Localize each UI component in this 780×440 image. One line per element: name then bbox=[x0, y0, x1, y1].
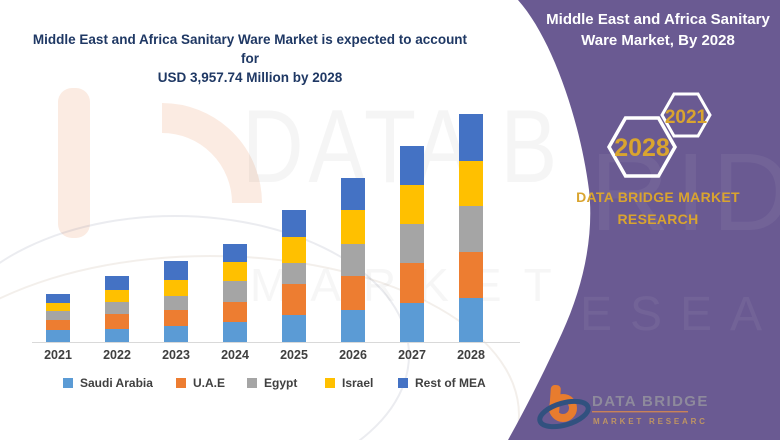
bar-segment-rest-of-mea-2027 bbox=[400, 146, 424, 185]
bar-segment-egypt-2022 bbox=[105, 302, 129, 315]
bar-segment-rest-of-mea-2026 bbox=[341, 178, 365, 211]
bar-segment-saudi-arabia-2028 bbox=[459, 297, 483, 342]
panel-title-line2: Ware Market, By 2028 bbox=[581, 32, 735, 49]
bar-segment-egypt-2021 bbox=[46, 311, 70, 321]
footer-logo: DATA BRIDGE MARKET RESEARCH bbox=[537, 384, 707, 430]
stacked-bar-2028 bbox=[459, 113, 483, 342]
bar-segment-u-a-e-2023 bbox=[164, 309, 188, 327]
stacked-bar-2022 bbox=[105, 276, 129, 342]
bar-segment-israel-2026 bbox=[341, 210, 365, 244]
stacked-bar-2025 bbox=[282, 210, 306, 342]
legend-swatch-israel bbox=[325, 378, 335, 388]
bar-segment-rest-of-mea-2022 bbox=[105, 276, 129, 291]
bar-segment-egypt-2023 bbox=[164, 296, 188, 310]
footer-brand-sub: MARKET RESEARCH bbox=[593, 417, 707, 426]
bar-segment-israel-2023 bbox=[164, 279, 188, 297]
bar-segment-egypt-2025 bbox=[282, 263, 306, 285]
bar-segment-saudi-arabia-2025 bbox=[282, 315, 306, 342]
bar-segment-rest-of-mea-2021 bbox=[46, 293, 70, 304]
bar-segment-israel-2025 bbox=[282, 237, 306, 264]
x-axis-line bbox=[32, 342, 520, 343]
x-axis-label-2028: 2028 bbox=[457, 348, 485, 362]
stacked-bar-2027 bbox=[400, 146, 424, 342]
legend-swatch-saudi-arabia bbox=[63, 378, 73, 388]
legend-swatch-egypt bbox=[247, 378, 257, 388]
chart-title-line2: USD 3,957.74 Million by 2028 bbox=[157, 70, 343, 85]
bar-segment-u-a-e-2027 bbox=[400, 263, 424, 303]
bar-segment-israel-2024 bbox=[223, 261, 247, 281]
legend-swatch-u-a-e bbox=[176, 378, 186, 388]
x-axis-label-2023: 2023 bbox=[162, 348, 190, 362]
bar-segment-israel-2021 bbox=[46, 303, 70, 312]
bar-segment-rest-of-mea-2023 bbox=[164, 260, 188, 280]
bar-segment-israel-2028 bbox=[459, 161, 483, 206]
brand-text-line1: DATA BRIDGE MARKET bbox=[576, 189, 740, 205]
x-axis-label-2022: 2022 bbox=[103, 348, 131, 362]
panel-title: Middle East and Africa Sanitary Ware Mar… bbox=[543, 9, 773, 51]
legend-label-saudi-arabia: Saudi Arabia bbox=[80, 376, 153, 390]
x-axis-label-2024: 2024 bbox=[221, 348, 249, 362]
bar-segment-saudi-arabia-2023 bbox=[164, 326, 188, 342]
bar-segment-rest-of-mea-2024 bbox=[223, 243, 247, 262]
legend-swatch-rest-of-mea bbox=[398, 378, 408, 388]
logo-swoosh-icon bbox=[537, 398, 591, 430]
brand-text: DATA BRIDGE MARKET RESEARCH bbox=[543, 186, 773, 230]
x-axis-label-2025: 2025 bbox=[280, 348, 308, 362]
footer-brand-name: DATA BRIDGE bbox=[592, 393, 707, 410]
x-axis-label-2026: 2026 bbox=[339, 348, 367, 362]
bar-segment-saudi-arabia-2021 bbox=[46, 330, 70, 342]
bar-segment-u-a-e-2025 bbox=[282, 284, 306, 316]
legend-label-egypt: Egypt bbox=[264, 376, 298, 390]
bar-segment-israel-2022 bbox=[105, 290, 129, 303]
bar-segment-egypt-2024 bbox=[223, 280, 247, 302]
panel-title-line1: Middle East and Africa Sanitary bbox=[546, 11, 770, 28]
bar-segment-u-a-e-2024 bbox=[223, 301, 247, 322]
bar-segment-saudi-arabia-2024 bbox=[223, 321, 247, 342]
stacked-bar-2023 bbox=[164, 260, 188, 342]
legend-item-u-a-e: U.A.E bbox=[176, 376, 225, 390]
x-axis-label-2027: 2027 bbox=[398, 348, 426, 362]
bar-segment-egypt-2028 bbox=[459, 206, 483, 252]
stacked-bar-2026 bbox=[341, 178, 365, 342]
bar-segment-u-a-e-2022 bbox=[105, 314, 129, 329]
bar-segment-saudi-arabia-2027 bbox=[400, 302, 424, 342]
chart-title: Middle East and Africa Sanitary Ware Mar… bbox=[28, 30, 472, 87]
x-axis-label-2021: 2021 bbox=[44, 348, 72, 362]
legend-item-egypt: Egypt bbox=[247, 376, 297, 390]
bar-segment-saudi-arabia-2026 bbox=[341, 309, 365, 342]
chart-title-line1: Middle East and Africa Sanitary Ware Mar… bbox=[32, 32, 468, 66]
bar-segment-saudi-arabia-2022 bbox=[105, 328, 129, 342]
legend-label-u-a-e: U.A.E bbox=[193, 376, 226, 390]
bar-segment-rest-of-mea-2028 bbox=[459, 113, 483, 161]
bar-segment-rest-of-mea-2025 bbox=[282, 210, 306, 237]
stacked-bar-2024 bbox=[223, 243, 247, 342]
bar-segment-israel-2027 bbox=[400, 184, 424, 224]
legend-label-rest-of-mea: Rest of MEA bbox=[415, 376, 486, 390]
stacked-bar-2021 bbox=[46, 293, 70, 342]
legend-item-saudi-arabia: Saudi Arabia bbox=[63, 376, 153, 390]
legend-item-israel: Israel bbox=[325, 376, 373, 390]
bar-segment-egypt-2027 bbox=[400, 224, 424, 263]
bar-segment-u-a-e-2028 bbox=[459, 251, 483, 298]
brand-text-line2: RESEARCH bbox=[617, 211, 699, 227]
legend-item-rest-of-mea: Rest of MEA bbox=[398, 376, 486, 390]
bar-segment-egypt-2026 bbox=[341, 243, 365, 277]
legend-label-israel: Israel bbox=[342, 376, 374, 390]
bar-segment-u-a-e-2026 bbox=[341, 276, 365, 310]
footer-underline bbox=[592, 411, 688, 413]
bar-segment-u-a-e-2021 bbox=[46, 320, 70, 331]
